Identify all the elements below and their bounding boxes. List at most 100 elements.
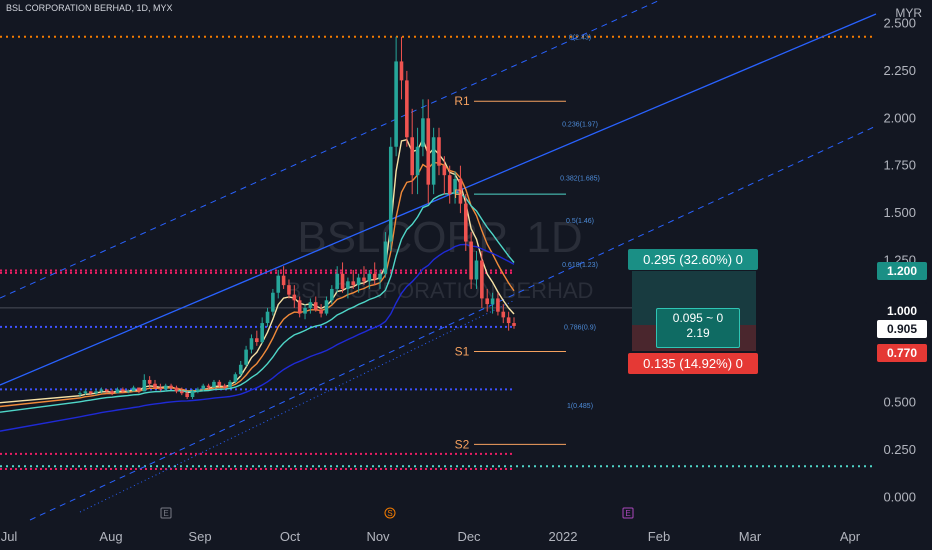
event-marker-box <box>384 507 396 519</box>
candle-body <box>453 178 457 195</box>
pivot-levels: R1 P S1 S2 <box>454 94 566 451</box>
candle-body <box>121 389 125 392</box>
candle-body <box>421 118 425 147</box>
y-tick-label: 0.000 <box>883 490 916 505</box>
candle-body <box>180 391 184 394</box>
ema-slow-line <box>0 191 515 413</box>
candle-body <box>222 385 227 388</box>
time-axis[interactable]: Jul Aug Sep Oct Nov Dec 2022 Feb Mar Apr <box>1 529 861 544</box>
candle-body <box>485 298 490 305</box>
price-tag-entry: 1.000 <box>877 302 927 320</box>
x-tick-label: 2022 <box>549 529 578 544</box>
candle-body <box>367 273 372 282</box>
candle-body <box>196 389 200 392</box>
candle-body <box>388 146 393 242</box>
candle-body <box>190 391 195 398</box>
candle-body <box>506 317 511 324</box>
candle-body <box>255 338 259 343</box>
candle-body <box>201 385 206 390</box>
risk-reward-bottom: 2.19 <box>686 326 710 340</box>
fib-label: 1(0.485) <box>567 403 593 410</box>
fib-label: 0.618(1.23) <box>562 262 598 269</box>
candle-body <box>94 391 98 394</box>
candle-body <box>351 281 356 286</box>
event-marker-label: E <box>163 509 168 518</box>
candle-body <box>356 277 361 286</box>
event-marker-box <box>160 507 172 519</box>
candle-body <box>372 273 377 280</box>
candle-body <box>110 391 114 394</box>
candle-body <box>185 393 189 398</box>
candle-body <box>153 383 157 388</box>
candle-body <box>405 80 409 138</box>
candle-body <box>137 387 141 392</box>
event-marker-label: E <box>625 509 630 518</box>
x-tick-label: Mar <box>739 529 762 544</box>
candle-body <box>88 391 93 394</box>
candle-body <box>104 389 109 392</box>
event-marker-label: S <box>387 509 392 518</box>
candle-body <box>163 385 168 390</box>
candle-body <box>330 288 334 301</box>
pivot-label: S2 <box>455 437 470 451</box>
fib-label: 0.786(0.9) <box>564 324 596 331</box>
y-tick-label: 0.250 <box>883 442 916 457</box>
fib-label: 0.236(1.97) <box>562 121 598 128</box>
candle-body <box>394 61 398 147</box>
pivot-label: P <box>454 187 462 201</box>
price-tag-stop: 0.770 <box>877 344 927 362</box>
candle-body <box>463 203 468 242</box>
y-tick-label: 1.750 <box>883 158 916 173</box>
trend-line-dotted <box>79 299 516 513</box>
candle-body <box>83 391 88 394</box>
event-marker-box <box>622 507 634 519</box>
price-axis[interactable]: 2.5002.2502.0001.7501.5001.2501.0000.750… <box>883 16 916 505</box>
stop-label: 0.135 (14.92%) 0 <box>628 353 758 374</box>
target-label: 0.295 (32.60%) 0 <box>628 249 758 270</box>
candle-body <box>212 381 216 388</box>
candle-body <box>346 281 350 289</box>
y-tick-label: 2.000 <box>883 110 916 125</box>
candle-body <box>335 273 339 289</box>
candle-body <box>447 175 452 195</box>
x-tick-label: Dec <box>457 529 481 544</box>
candle-body <box>131 387 136 392</box>
y-tick-label: 1.500 <box>883 205 916 220</box>
candle-body <box>99 389 104 392</box>
y-tick-label: 2.500 <box>883 16 916 31</box>
trend-channel <box>0 0 877 521</box>
candle-body <box>437 137 441 166</box>
candle-body <box>490 298 495 305</box>
candle-body <box>303 307 307 314</box>
candle-body <box>271 292 275 312</box>
candle-body <box>340 273 345 289</box>
candles <box>78 36 516 399</box>
x-tick-label: Nov <box>366 529 390 544</box>
x-tick-label: Oct <box>280 529 301 544</box>
candle-body <box>297 300 302 314</box>
candle-body <box>228 381 232 388</box>
x-tick-label: Feb <box>648 529 670 544</box>
candle-body <box>249 338 254 350</box>
candle-body <box>292 294 297 301</box>
pivot-label: R1 <box>454 94 470 108</box>
candle-body <box>217 381 222 386</box>
candle-body <box>512 323 516 326</box>
candle-body <box>458 178 463 204</box>
trend-line-mid <box>0 13 877 386</box>
candle-body <box>265 311 270 324</box>
x-tick-label: Sep <box>188 529 211 544</box>
candle-body <box>206 385 211 388</box>
fib-label: 0.382(1.685) <box>560 176 600 183</box>
y-tick-label: 0.500 <box>883 395 916 410</box>
price-tag-target: 1.200 <box>877 262 927 280</box>
candle-body <box>383 241 388 274</box>
candle-body <box>142 379 147 392</box>
candle-body <box>474 260 479 280</box>
candle-body <box>496 298 500 312</box>
candle-body <box>238 364 243 375</box>
candle-body <box>480 260 484 299</box>
candle-body <box>431 137 436 185</box>
